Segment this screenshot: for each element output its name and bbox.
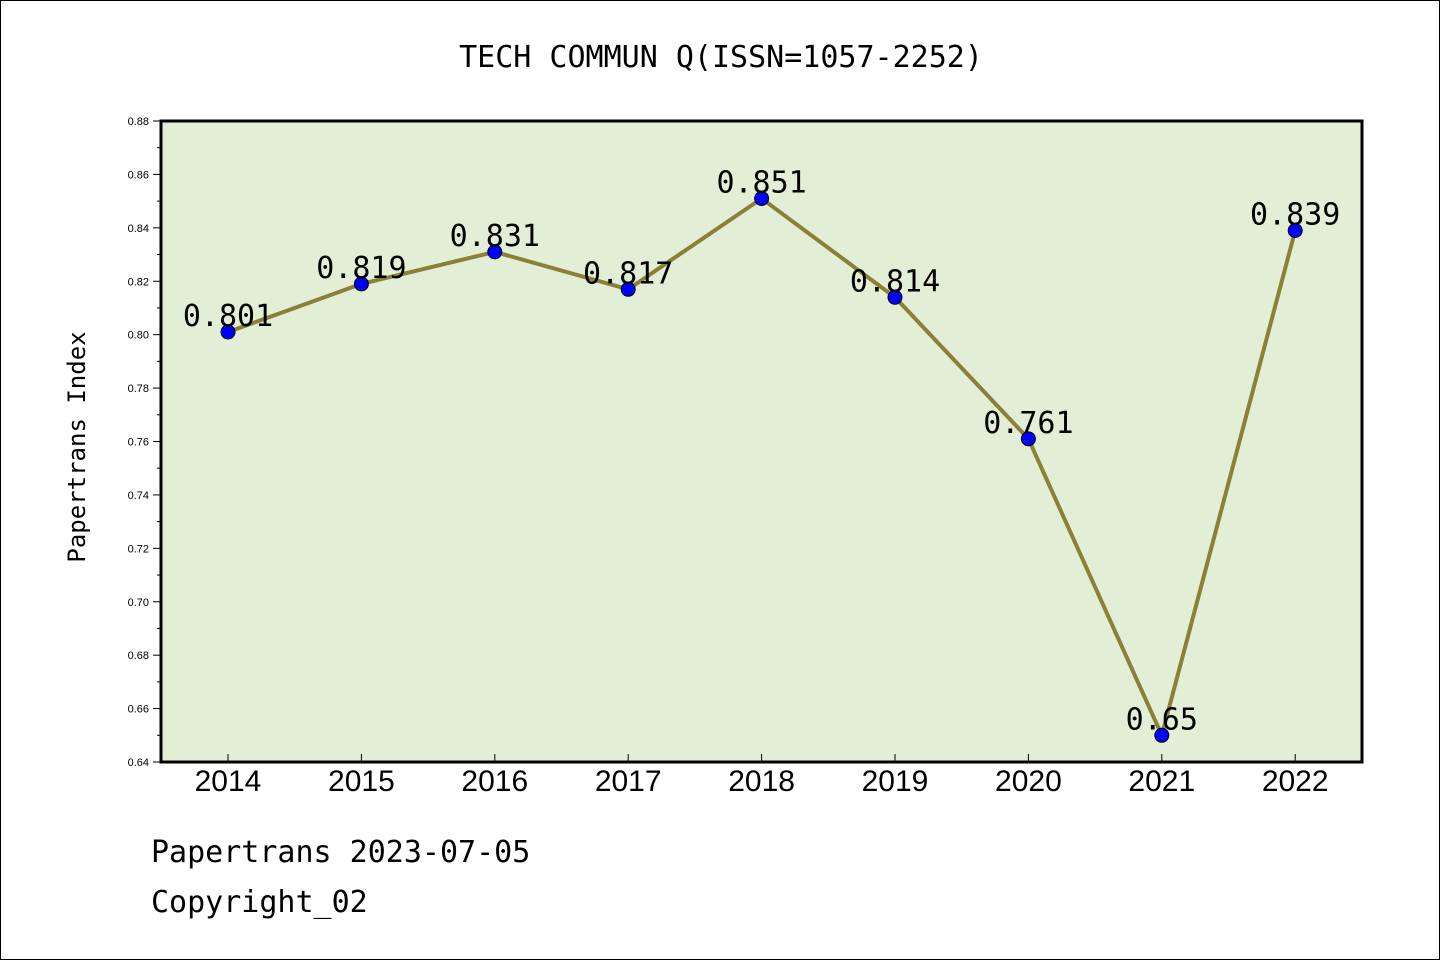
x-tick-label: 2018 xyxy=(728,765,795,798)
data-point xyxy=(353,276,369,292)
data-point xyxy=(1020,431,1036,447)
plot-area xyxy=(159,119,1364,764)
data-label: 0.817 xyxy=(583,256,673,291)
chart-title: TECH COMMUN Q(ISSN=1057-2252) xyxy=(459,40,983,75)
y-tick-label: 0.80 xyxy=(128,330,149,342)
x-tick-label: 2019 xyxy=(862,765,929,798)
y-tick-label: 0.72 xyxy=(128,543,149,555)
y-tick-label: 0.70 xyxy=(128,597,149,609)
y-tick-label: 0.78 xyxy=(128,383,149,395)
data-label: 0.819 xyxy=(316,251,406,286)
footer-date: Papertrans 2023-07-05 xyxy=(151,835,531,870)
data-label: 0.801 xyxy=(183,299,273,334)
y-tick-label: 0.84 xyxy=(128,223,149,235)
data-point xyxy=(1154,727,1170,743)
data-point xyxy=(754,190,770,206)
data-point xyxy=(887,289,903,305)
data-point xyxy=(1287,223,1303,239)
data-point xyxy=(620,281,636,297)
y-tick-label: 0.66 xyxy=(128,704,149,716)
y-tick-label: 0.74 xyxy=(128,490,149,502)
data-label: 0.814 xyxy=(850,264,940,299)
y-tick-label: 0.86 xyxy=(128,169,149,181)
y-axis: 0.64 0.66 0.68 0.70 0.72 0.74 0.76 0.78 0.80 0.82… xyxy=(128,116,161,769)
x-tick-label: 2021 xyxy=(1128,765,1195,798)
data-label: 0.761 xyxy=(983,406,1073,441)
data-label: 0.839 xyxy=(1250,198,1340,233)
data-point xyxy=(487,244,503,260)
x-tick-label: 2020 xyxy=(995,765,1062,798)
data-markers xyxy=(220,190,1303,743)
x-tick-label: 2014 xyxy=(195,765,262,798)
y-tick-label: 0.82 xyxy=(128,276,149,288)
data-point xyxy=(220,324,236,340)
y-tick-label: 0.64 xyxy=(128,757,149,769)
data-label: 0.851 xyxy=(716,165,806,200)
footer-copyright: Copyright_02 xyxy=(151,885,368,920)
y-tick-label: 0.68 xyxy=(128,650,149,662)
data-label: 0.831 xyxy=(450,219,540,254)
y-tick-label: 0.76 xyxy=(128,437,149,449)
x-tick-label: 2015 xyxy=(328,765,395,798)
x-tick-label: 2016 xyxy=(461,765,528,798)
data-labels: 0.801 0.819 0.831 0.817 0.851 0.814 0.761 0.65 0… xyxy=(183,165,1341,737)
data-label: 0.65 xyxy=(1126,702,1198,737)
x-axis: 2014 2015 2016 2017 2018 2019 2020 2021 2022 xyxy=(195,754,1329,798)
y-axis-label: Papertrans Index xyxy=(63,331,91,562)
x-tick-label: 2022 xyxy=(1262,765,1329,798)
y-tick-label: 0.88 xyxy=(128,116,149,128)
x-tick-label: 2017 xyxy=(595,765,662,798)
